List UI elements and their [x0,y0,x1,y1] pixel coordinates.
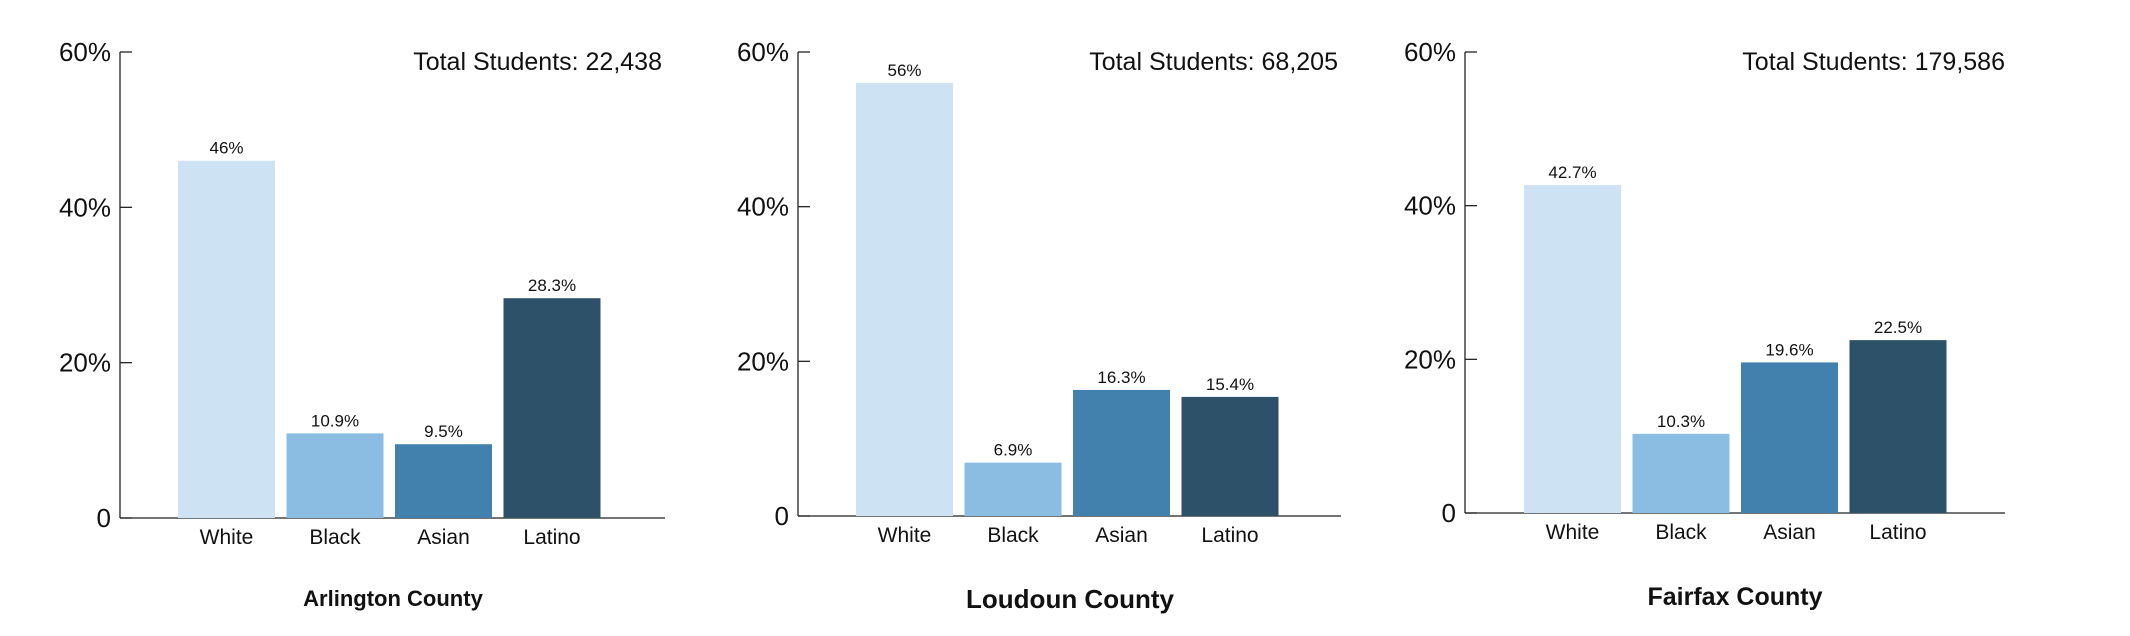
y-tick-label: 20% [59,348,111,378]
y-tick-label: 40% [737,192,789,222]
bar-asian [1741,362,1838,513]
x-tick-label: Black [309,526,361,549]
x-tick-label: White [1546,521,1600,544]
value-label: 46% [209,139,243,158]
y-tick-label: 0 [775,501,789,531]
total-students-annotation: Total Students: 22,438 [413,48,662,76]
bar-latino [503,298,601,518]
x-tick-label: White [878,524,932,547]
bar-asian [395,444,492,518]
y-tick-label: 20% [1404,344,1456,374]
y-tick-label: 40% [59,192,111,222]
chart-title: Arlington County [303,586,483,611]
bar-white [178,160,275,518]
bar-white [1524,184,1621,513]
bar-asian [1073,389,1170,516]
x-tick-label: Latino [1869,521,1926,544]
y-tick-label: 20% [737,346,789,376]
value-label: 15.4% [1206,375,1254,394]
value-label: 56% [887,61,921,80]
total-students-annotation: Total Students: 179,586 [1742,48,2005,76]
y-tick-label: 40% [1404,191,1456,221]
total-students-annotation: Total Students: 68,205 [1089,48,1338,76]
x-tick-label: White [200,526,254,549]
chart-title: Fairfax County [1647,583,1822,611]
bar-latino [1849,340,1947,513]
value-label: 42.7% [1548,163,1596,182]
bar-black [1632,433,1730,513]
value-label: 22.5% [1874,318,1922,337]
value-label: 9.5% [424,422,463,441]
y-tick-label: 60% [59,37,111,67]
value-label: 6.9% [994,441,1033,460]
value-label: 10.9% [311,411,359,430]
x-tick-label: Black [1655,521,1707,544]
bar-black [286,433,384,518]
bar-white [856,82,953,516]
value-label: 19.6% [1765,340,1813,359]
chart-title: Loudoun County [966,584,1174,614]
y-tick-label: 60% [737,37,789,67]
x-tick-label: Asian [417,526,470,549]
y-tick-label: 0 [97,503,111,533]
y-tick-label: 60% [1404,37,1456,67]
x-tick-label: Black [987,524,1039,547]
bar-black [964,462,1062,516]
x-tick-label: Asian [1763,521,1816,544]
value-label: 10.3% [1657,412,1705,431]
x-tick-label: Latino [1201,524,1258,547]
value-label: 16.3% [1097,368,1145,387]
x-tick-label: Latino [523,526,580,549]
bar-latino [1181,396,1279,516]
y-tick-label: 0 [1442,498,1456,528]
x-tick-label: Asian [1095,524,1148,547]
value-label: 28.3% [528,276,576,295]
